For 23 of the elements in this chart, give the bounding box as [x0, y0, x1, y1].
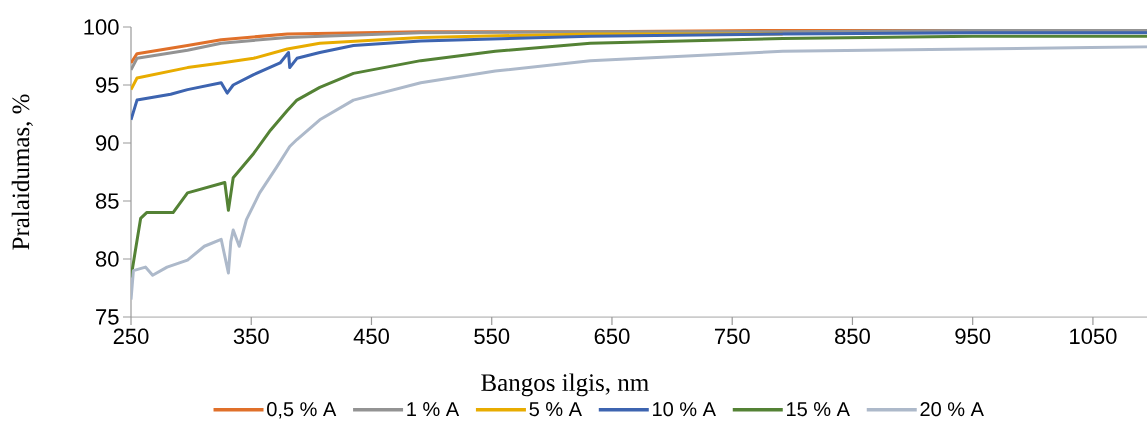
- x-axis-title: Bangos ilgis, nm: [481, 373, 649, 397]
- x-tick-label: 750: [714, 328, 750, 345]
- x-tick-label: 650: [594, 328, 630, 345]
- x-tick-label: 550: [474, 328, 510, 345]
- x-tick-label: 950: [955, 328, 991, 345]
- legend-label: 5 % A: [529, 402, 582, 417]
- y-tick-label: 100: [84, 19, 119, 35]
- y-tick-label: 90: [96, 135, 119, 151]
- x-tick-label: 850: [835, 328, 870, 345]
- y-tick-label: 85: [95, 193, 119, 209]
- y-tick-label: 80: [95, 251, 119, 267]
- legend-label: 1 % A: [407, 402, 460, 417]
- y-tick-label: 75: [96, 309, 119, 325]
- legend-label: 15 % A: [787, 402, 850, 417]
- y-axis-title: Pralaidumas, %: [11, 94, 33, 250]
- legend-label: 10 % A: [653, 402, 716, 417]
- x-tick-label: 450: [353, 328, 389, 345]
- legend-label: 0,5 % A: [267, 402, 337, 419]
- x-tick-label: 1050: [1070, 328, 1117, 345]
- x-tick-label: 350: [233, 328, 269, 345]
- legend-label: 20 % A: [920, 402, 984, 417]
- x-tick-label: 250: [113, 328, 149, 345]
- y-tick-label: 95: [96, 77, 119, 93]
